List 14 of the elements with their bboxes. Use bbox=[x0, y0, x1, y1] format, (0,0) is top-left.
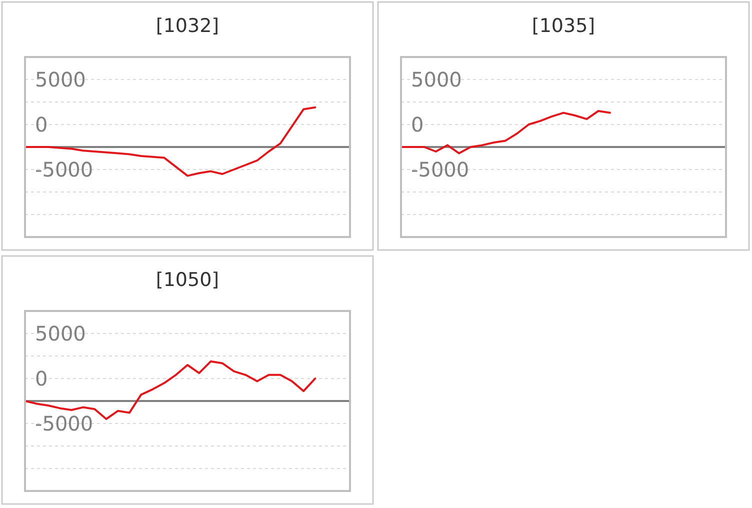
y-tick-label: 5000 bbox=[35, 322, 86, 346]
line-series bbox=[24, 106, 316, 177]
y-tick-label: -5000 bbox=[411, 158, 470, 182]
chart-title: [1050] bbox=[156, 269, 220, 291]
chart-title: [1032] bbox=[156, 15, 220, 37]
y-tick-label: -5000 bbox=[35, 412, 94, 436]
y-tick-label: 0 bbox=[35, 366, 48, 390]
y-tick-label: 0 bbox=[35, 112, 48, 136]
y-tick-label: 0 bbox=[411, 112, 424, 136]
y-tick-label: 5000 bbox=[35, 68, 86, 92]
chart-title: [1035] bbox=[532, 15, 596, 37]
y-tick-label: -5000 bbox=[35, 158, 94, 182]
line-series bbox=[400, 110, 611, 154]
y-tick-label: 5000 bbox=[411, 68, 462, 92]
